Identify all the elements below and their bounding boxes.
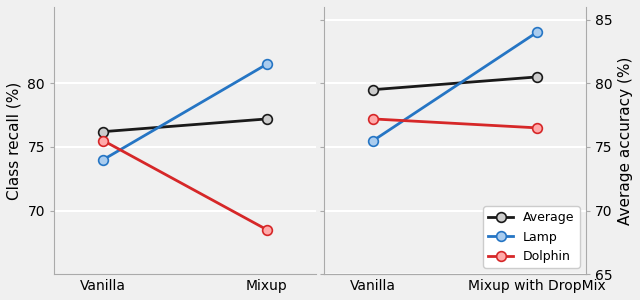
Line: Average: Average <box>369 72 541 94</box>
Lamp <box>533 31 541 34</box>
Lamp <box>369 139 377 142</box>
Average <box>369 88 377 92</box>
Line: Lamp: Lamp <box>99 59 271 164</box>
Line: Dolphin: Dolphin <box>369 114 541 133</box>
Legend: Average, Lamp, Dolphin: Average, Lamp, Dolphin <box>483 206 580 268</box>
Dolphin <box>263 228 271 232</box>
Average <box>99 130 107 134</box>
Lamp <box>263 62 271 66</box>
Dolphin <box>533 126 541 130</box>
Average <box>533 75 541 79</box>
Dolphin <box>369 117 377 121</box>
Y-axis label: Class recall (%): Class recall (%) <box>7 81 22 200</box>
Line: Average: Average <box>99 114 271 136</box>
Average <box>263 117 271 121</box>
Y-axis label: Average accuracy (%): Average accuracy (%) <box>618 56 633 225</box>
Lamp <box>99 158 107 161</box>
Line: Dolphin: Dolphin <box>99 136 271 235</box>
Line: Lamp: Lamp <box>369 28 541 146</box>
Dolphin <box>99 139 107 142</box>
